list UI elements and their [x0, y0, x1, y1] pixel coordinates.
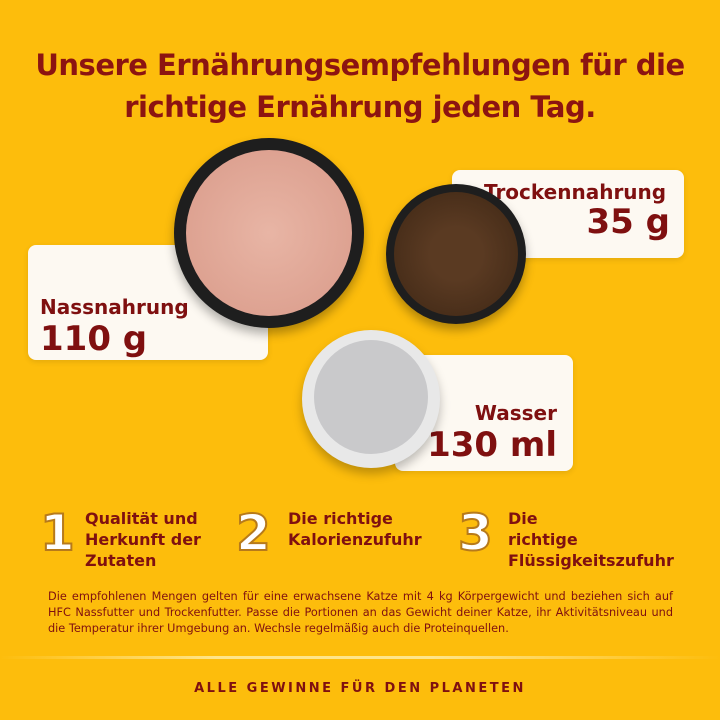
water-value: 130 ml: [427, 425, 557, 465]
water-label: Wasser: [474, 401, 557, 425]
wet-food-value: 110 g: [40, 319, 148, 359]
footer-slogan: ALLE GEWINNE FÜR DEN PLANETEN: [194, 681, 526, 696]
wet-food-bowl-image: [174, 138, 364, 328]
point-2-number: 2: [235, 504, 272, 562]
divider: [0, 656, 720, 659]
water-bowl-image: [302, 330, 440, 468]
dry-food-bowl-image: [386, 184, 526, 324]
point-1-number: 1: [39, 504, 76, 562]
point-3-number: 3: [457, 504, 494, 562]
dry-food-label: Trockennahrung: [484, 180, 667, 204]
point-2-text: Die richtige Kalorienzufuhr: [288, 509, 422, 549]
disclaimer-text: Die empfohlenen Mengen gelten für eine e…: [48, 590, 673, 635]
point-3-text: Die richtige Flüssigkeitszufuhr: [508, 509, 674, 570]
page-title: Unsere Ernährungsempfehlungen für die ri…: [35, 48, 685, 124]
point-1-text: Qualität und Herkunft der Zutaten: [85, 509, 201, 570]
dry-food-value: 35 g: [586, 202, 671, 242]
wet-food-label: Nassnahrung: [40, 295, 189, 319]
